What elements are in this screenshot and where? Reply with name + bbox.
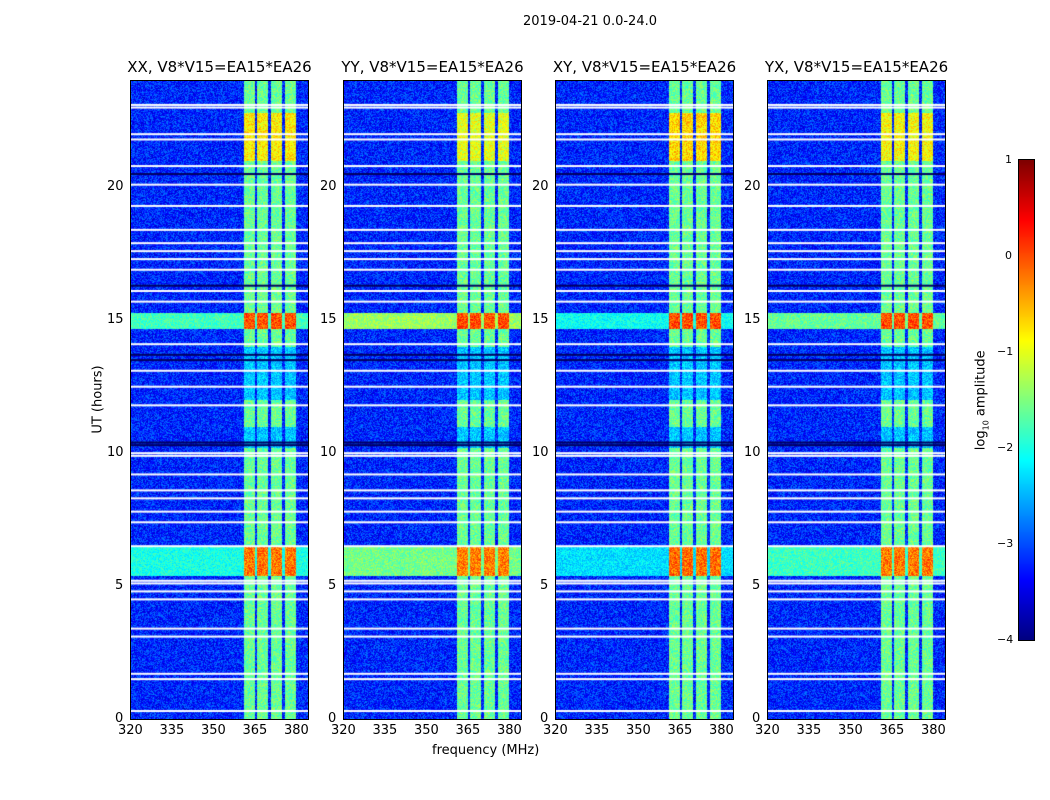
x-tick-label: 365 — [455, 723, 481, 738]
x-tick-label: 365 — [879, 723, 905, 738]
y-tick-label: 0 — [328, 711, 337, 726]
y-tick-label: 10 — [744, 445, 761, 461]
panel-title: XX, V8*V15=EA15*EA26 — [127, 58, 312, 76]
y-tick-label: 0 — [752, 711, 761, 726]
y-tick-label: 10 — [532, 445, 549, 461]
heatmap-panel-1 — [344, 81, 521, 719]
y-tick-label: 0 — [115, 711, 124, 726]
heatmap-panel-0 — [131, 81, 308, 719]
colorbar-tick-label: −4 — [997, 633, 1014, 646]
x-tick-label: 350 — [837, 723, 863, 738]
y-tick-label: 15 — [107, 312, 124, 328]
y-tick-label: 20 — [532, 179, 549, 195]
colorbar-label-rest: amplitude — [973, 350, 989, 421]
x-tick-label: 380 — [920, 723, 946, 738]
x-tick-label: 320 — [331, 723, 356, 738]
y-tick-label: 5 — [540, 578, 549, 594]
colorbar-tick-label: 0 — [1005, 249, 1012, 262]
x-tick-label: 320 — [755, 723, 780, 738]
x-tick-label: 320 — [543, 723, 568, 738]
colorbar-tick-label: 1 — [1005, 153, 1012, 166]
y-tick-label: 15 — [320, 312, 337, 328]
y-tick-label: 15 — [532, 312, 549, 328]
heatmap-panel-2 — [556, 81, 733, 719]
x-tick-label: 320 — [118, 723, 143, 738]
heatmap-panel-3 — [768, 81, 945, 719]
colorbar-label-sub: 10 — [981, 420, 991, 431]
y-tick-label: 15 — [744, 312, 761, 328]
panel-title: XY, V8*V15=EA15*EA26 — [552, 58, 737, 76]
x-tick-label: 365 — [242, 723, 268, 738]
y-tick-label: 5 — [115, 578, 124, 594]
y-tick-label: 0 — [540, 711, 549, 726]
panel-title: YY, V8*V15=EA15*EA26 — [341, 58, 524, 76]
y-tick-label: 5 — [752, 578, 761, 594]
x-tick-label: 335 — [796, 723, 822, 738]
x-tick-label: 380 — [708, 723, 734, 738]
x-tick-label: 335 — [159, 723, 185, 738]
panel-title: YX, V8*V15=EA15*EA26 — [764, 58, 949, 76]
x-tick-label: 335 — [584, 723, 610, 738]
y-tick-label: 10 — [320, 445, 337, 461]
x-axis-label: frequency (MHz) — [432, 743, 540, 758]
colorbar-tick-label: −2 — [997, 441, 1014, 454]
x-tick-label: 350 — [413, 723, 439, 738]
figure-title: 2019-04-21 0.0-24.0 — [523, 14, 657, 29]
x-tick-label: 380 — [496, 723, 522, 738]
x-tick-label: 335 — [372, 723, 398, 738]
colorbar-label-main: log — [973, 430, 989, 451]
x-tick-label: 365 — [667, 723, 693, 738]
colorbar-tick-label: −1 — [997, 345, 1014, 358]
x-tick-label: 380 — [283, 723, 309, 738]
y-tick-label: 20 — [320, 179, 337, 195]
x-tick-label: 350 — [200, 723, 226, 738]
colorbar-label: log10 amplitude — [974, 330, 991, 470]
y-tick-label: 20 — [744, 179, 761, 195]
y-tick-label: 20 — [107, 179, 124, 195]
y-tick-label: 5 — [328, 578, 337, 594]
y-tick-label: 10 — [107, 445, 124, 461]
colorbar — [1019, 160, 1034, 640]
y-axis-label: UT (hours) — [90, 365, 106, 434]
x-tick-label: 350 — [625, 723, 651, 738]
colorbar-tick-label: −3 — [997, 537, 1014, 550]
